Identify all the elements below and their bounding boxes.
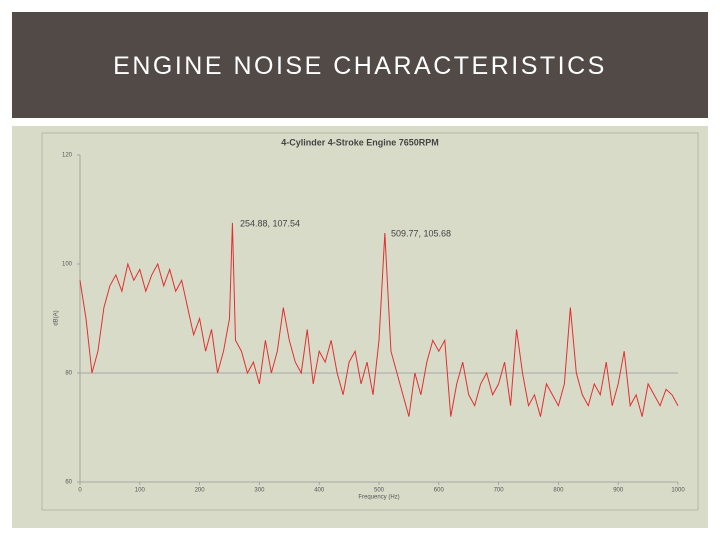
x-tick-label: 0	[78, 488, 82, 494]
annotation: 509.77, 105.68	[391, 228, 451, 238]
x-tick-label: 900	[613, 488, 624, 494]
x-tick-label: 200	[195, 488, 206, 494]
x-tick-label: 700	[494, 488, 505, 494]
x-tick-label: 300	[254, 488, 265, 494]
x-tick-label: 100	[135, 488, 146, 494]
line-series	[79, 222, 679, 417]
x-tick-label: 500	[374, 488, 385, 494]
chart-border	[41, 132, 699, 511]
chart-title: 4-Cylinder 4-Stroke Engine 7650RPM	[281, 137, 439, 147]
y-tick-label: 60	[65, 480, 72, 486]
y-axis-label: dB(A)	[54, 310, 60, 325]
x-tick-label: 600	[434, 488, 445, 494]
x-tick-label: 400	[314, 488, 325, 494]
y-tick-label: 120	[62, 153, 73, 159]
x-axis-label: Frequency (Hz)	[358, 495, 399, 501]
slide-title: ENGINE NOISE CHARACTERISTICS	[113, 52, 607, 80]
x-tick-label: 1000	[671, 488, 685, 494]
y-tick-label: 80	[65, 371, 72, 377]
annotation: 254.88, 107.54	[240, 218, 300, 228]
title-band	[12, 12, 708, 118]
y-tick-label: 100	[62, 262, 73, 268]
chart-background	[12, 126, 708, 528]
x-tick-label: 800	[553, 488, 564, 494]
